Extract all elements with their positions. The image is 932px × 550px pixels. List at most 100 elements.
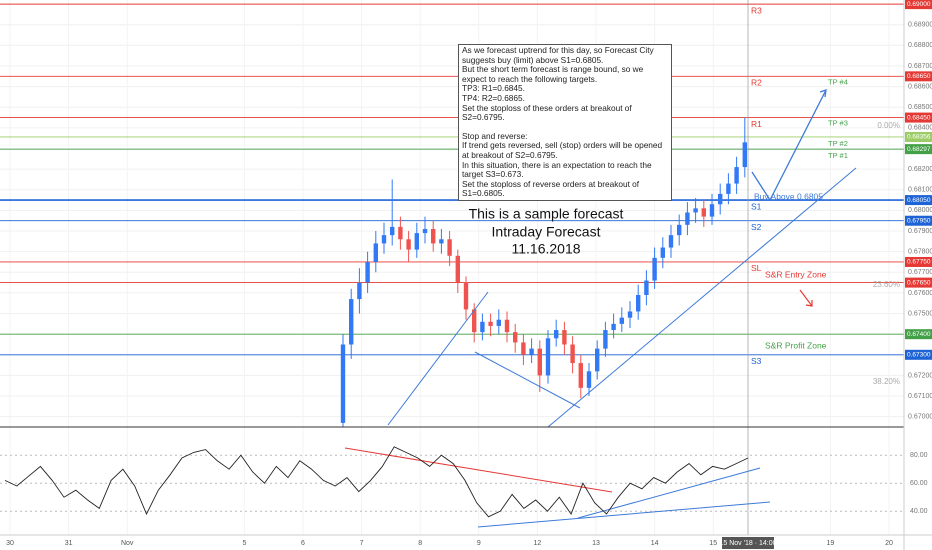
y-tick-label: 0.67200 bbox=[908, 372, 932, 379]
x-tick-label: Nov bbox=[121, 540, 134, 547]
candle-body bbox=[586, 371, 592, 388]
candles bbox=[340, 117, 747, 427]
y-tick-label: 0.67700 bbox=[908, 269, 932, 276]
fib-label: 0.00% bbox=[877, 121, 900, 130]
level-label: 0.69000 bbox=[907, 1, 931, 8]
candle-body bbox=[390, 226, 395, 236]
y-tick-label: 0.67100 bbox=[908, 393, 932, 400]
y-tick-label: 0.68400 bbox=[908, 125, 932, 132]
grid bbox=[0, 0, 904, 535]
x-tick-label: 20 bbox=[885, 540, 893, 547]
candle-body bbox=[562, 330, 567, 345]
y-tick-label: 0.67600 bbox=[908, 290, 932, 297]
title-line: 11.16.2018 bbox=[511, 241, 580, 257]
candle-body bbox=[373, 243, 378, 262]
level-label-box bbox=[905, 256, 932, 267]
level-label-box bbox=[905, 0, 932, 10]
y-tick-label: 0.68000 bbox=[908, 207, 932, 214]
rsi-tick-label: 60.00 bbox=[910, 480, 928, 487]
level-name: SL bbox=[751, 263, 762, 273]
candle-body bbox=[504, 319, 510, 333]
level-label: 0.68297 bbox=[907, 146, 931, 153]
y-tick-label: 0.68100 bbox=[908, 187, 932, 194]
candle-body bbox=[701, 208, 706, 217]
candle-body bbox=[578, 363, 583, 388]
rsi-trend-line bbox=[577, 467, 761, 519]
note-line: As we forecast uptrend for this day, so … bbox=[462, 45, 654, 65]
candle-body bbox=[398, 226, 403, 240]
candle-body bbox=[611, 323, 616, 331]
title-line: Intraday Forecast bbox=[492, 224, 601, 240]
target-label: TP #1 bbox=[828, 151, 848, 160]
candle-body bbox=[529, 348, 534, 355]
level-label: 0.67650 bbox=[907, 279, 931, 286]
x-tick-label: 7 bbox=[360, 540, 364, 547]
y-tick-label: 0.68800 bbox=[908, 42, 932, 49]
level-label-box bbox=[905, 277, 932, 288]
candle-body bbox=[726, 183, 731, 194]
candle-body bbox=[357, 282, 362, 300]
candle-body bbox=[693, 208, 698, 213]
x-tick-label: 31 bbox=[65, 540, 73, 547]
candle-body bbox=[660, 247, 665, 258]
x-tick-label: 9 bbox=[477, 540, 481, 547]
rsi-tick-label: 40.00 bbox=[910, 508, 928, 515]
rsi-trend-line bbox=[477, 501, 771, 528]
crosshair-label-box bbox=[722, 537, 774, 549]
level-label-box bbox=[905, 329, 932, 340]
y-tick-label: 0.67000 bbox=[908, 414, 932, 421]
x-tick-label: 12 bbox=[534, 540, 542, 547]
candle-body bbox=[603, 330, 608, 349]
level-label-box bbox=[905, 195, 932, 206]
candle-body bbox=[652, 257, 657, 281]
level-name: S3 bbox=[751, 356, 762, 366]
x-tick-label: 15 bbox=[709, 540, 717, 547]
candle-body bbox=[414, 233, 419, 250]
y-tick-label: 0.68700 bbox=[908, 63, 932, 70]
fib-label: 23.60% bbox=[873, 280, 900, 289]
level-label: 0.67400 bbox=[907, 331, 931, 338]
candle-body bbox=[570, 344, 575, 364]
fib-label: 38.20% bbox=[873, 377, 900, 386]
x-tick-label: 6 bbox=[301, 540, 305, 547]
entry-zone-label: S&R Entry Zone bbox=[765, 269, 827, 279]
level-name: R3 bbox=[751, 5, 762, 15]
note-line: Set the stoploss of these orders at brea… bbox=[462, 102, 632, 123]
candle-body bbox=[381, 235, 387, 244]
y-tick-label: 0.68900 bbox=[908, 22, 932, 29]
target-label: TP #2 bbox=[828, 139, 848, 148]
profit-zone-label: S&R Profit Zone bbox=[765, 340, 827, 350]
level-label-box bbox=[905, 215, 932, 226]
note-line: If trend gets reversed, sell (stop) orde… bbox=[462, 140, 663, 160]
candle-body bbox=[644, 280, 649, 295]
candle-body bbox=[496, 319, 501, 326]
level-name: R1 bbox=[751, 119, 762, 129]
candle-body bbox=[619, 317, 624, 324]
candle-body bbox=[718, 193, 723, 205]
x-tick-label: 5 bbox=[242, 540, 246, 547]
crosshair-label: 15 Nov '18 · 14:00 bbox=[720, 540, 777, 547]
level-label-box bbox=[905, 131, 932, 142]
buy-label: Buy Above 0.6805 bbox=[754, 191, 823, 201]
candle-body bbox=[365, 261, 370, 283]
level-name: S1 bbox=[751, 201, 762, 211]
note-line: Set the stoploss of reverse orders at br… bbox=[462, 178, 640, 199]
level-label-box bbox=[905, 144, 932, 155]
rsi-panel bbox=[4, 446, 771, 528]
note-line: TP4: R2=0.6865. bbox=[462, 92, 525, 103]
note-line: In this situation, there is an expectati… bbox=[462, 159, 652, 180]
candle-body bbox=[472, 309, 477, 333]
level-name: S2 bbox=[751, 222, 762, 232]
target-label: TP #3 bbox=[828, 119, 848, 128]
note-line: But the short term forecast is range bou… bbox=[462, 64, 644, 84]
candle-body bbox=[521, 342, 526, 355]
level-label: 0.68650 bbox=[907, 73, 931, 80]
x-tick-label: 19 bbox=[827, 540, 835, 547]
level-label-box bbox=[905, 112, 932, 123]
labels: 0.68900 0.68800 0.68700 0.68600 0.68500 0.684… bbox=[6, 0, 932, 547]
candle-body bbox=[685, 212, 690, 225]
title-line: This is a sample forecast bbox=[469, 206, 624, 222]
level-label: 0.68050 bbox=[907, 197, 931, 204]
candle-body bbox=[709, 204, 715, 217]
y-tick-label: 0.67800 bbox=[908, 249, 932, 256]
